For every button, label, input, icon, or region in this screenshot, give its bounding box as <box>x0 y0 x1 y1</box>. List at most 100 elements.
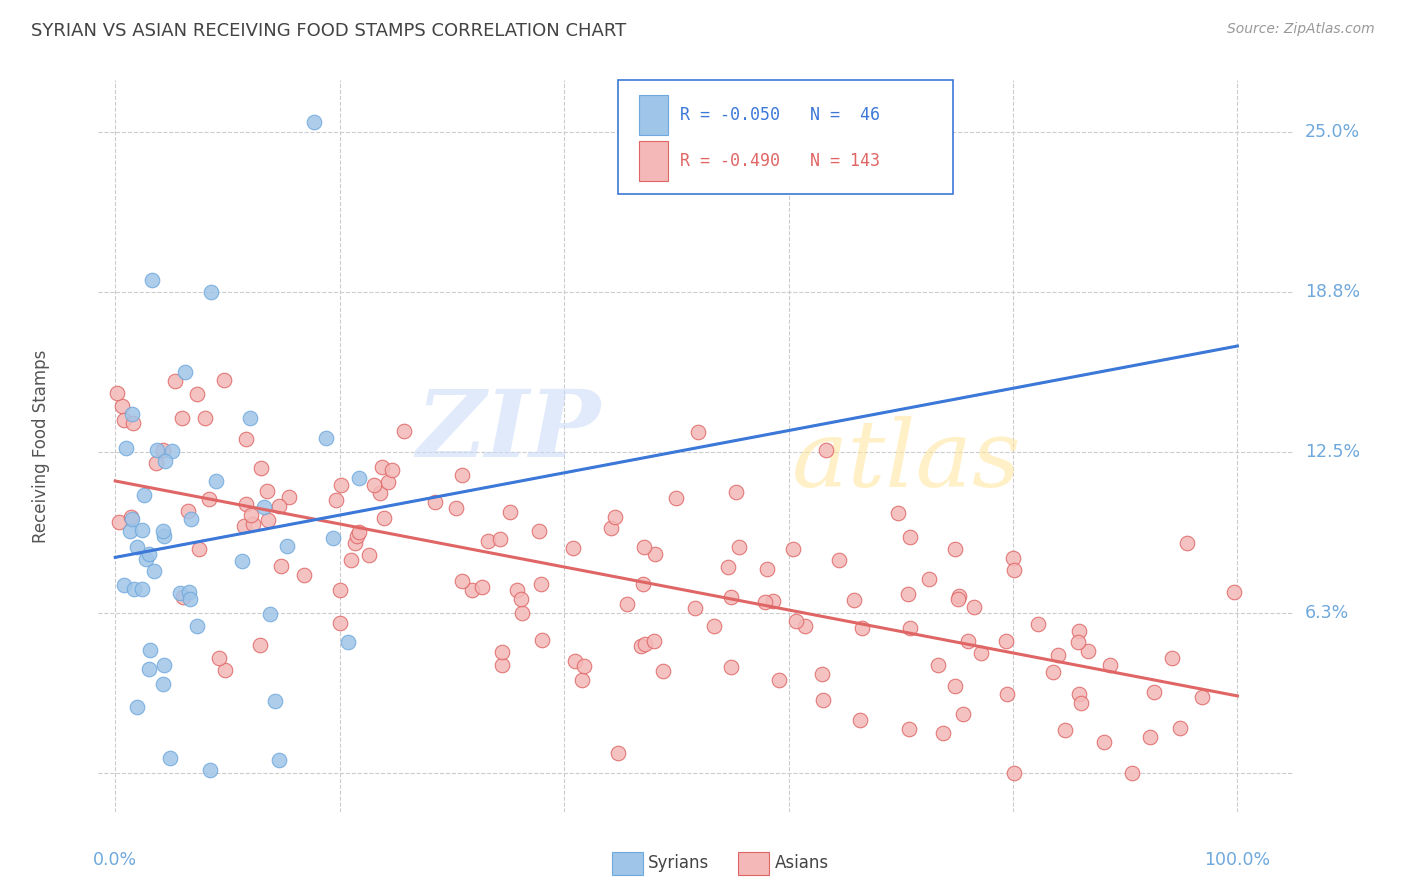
Point <box>325 493 347 508</box>
Point <box>239 411 262 425</box>
Point <box>643 634 665 648</box>
Point <box>509 591 531 606</box>
Point <box>212 373 235 387</box>
Point <box>179 592 201 607</box>
Point <box>125 699 148 714</box>
Text: 0.0%: 0.0% <box>93 851 138 869</box>
Point <box>250 460 273 475</box>
Point <box>725 484 748 499</box>
Point <box>105 385 128 400</box>
Point <box>357 548 380 562</box>
Text: atlas: atlas <box>792 416 1021 506</box>
Point <box>153 528 176 542</box>
Point <box>347 525 370 540</box>
Text: ZIP: ZIP <box>416 386 600 476</box>
Text: 12.5%: 12.5% <box>1305 443 1360 461</box>
Point <box>970 646 993 660</box>
Point <box>112 578 135 592</box>
Point <box>489 532 512 546</box>
Point <box>187 541 209 556</box>
Point <box>179 584 201 599</box>
Point <box>811 692 834 706</box>
Point <box>561 541 583 555</box>
Point <box>574 659 596 673</box>
Point <box>1070 696 1092 710</box>
Point <box>346 528 368 542</box>
Point <box>995 634 1018 648</box>
Point <box>253 500 276 514</box>
Point <box>1042 665 1064 679</box>
Point <box>347 470 370 484</box>
Point <box>131 582 153 596</box>
Point <box>794 619 817 633</box>
Point <box>756 562 779 576</box>
Point <box>152 676 174 690</box>
Point <box>115 441 138 455</box>
Point <box>605 510 627 524</box>
Point <box>170 411 193 425</box>
Point <box>1121 766 1143 780</box>
Point <box>898 621 921 635</box>
Point <box>1168 721 1191 735</box>
Point <box>381 463 404 477</box>
Point <box>120 524 142 539</box>
Point <box>631 577 654 591</box>
Point <box>423 495 446 509</box>
Point <box>152 442 174 457</box>
Point <box>943 680 966 694</box>
Point <box>131 523 153 537</box>
Point <box>264 694 287 708</box>
Point <box>138 662 160 676</box>
Point <box>142 565 165 579</box>
Point <box>214 663 236 677</box>
Point <box>952 706 974 721</box>
Point <box>683 601 706 615</box>
Point <box>322 532 344 546</box>
Point <box>898 531 921 545</box>
Point <box>956 633 979 648</box>
Point <box>132 488 155 502</box>
Point <box>728 541 751 555</box>
Point <box>946 591 969 606</box>
Point <box>1191 690 1213 705</box>
Point <box>122 416 145 430</box>
Point <box>141 273 163 287</box>
Point <box>373 510 395 524</box>
Point <box>159 751 181 765</box>
Point <box>340 553 363 567</box>
Point <box>499 505 522 519</box>
Point <box>1099 658 1122 673</box>
Point <box>145 456 167 470</box>
Point <box>200 285 222 299</box>
Point <box>173 365 195 379</box>
Point <box>139 642 162 657</box>
Point <box>943 542 966 557</box>
Point <box>153 658 176 673</box>
Point <box>1002 766 1025 780</box>
Point <box>1053 723 1076 738</box>
Point <box>630 639 652 653</box>
Point <box>204 474 226 488</box>
Point <box>828 553 851 567</box>
Text: Syrians: Syrians <box>648 855 710 872</box>
Point <box>336 634 359 648</box>
Point <box>231 554 253 568</box>
Point <box>208 650 231 665</box>
Point <box>815 442 838 457</box>
Point <box>510 607 533 621</box>
Point <box>111 399 134 413</box>
Point <box>392 425 415 439</box>
Point <box>269 753 291 767</box>
Text: Receiving Food Stamps: Receiving Food Stamps <box>32 350 51 542</box>
Point <box>995 687 1018 701</box>
Text: R = -0.490   N = 143: R = -0.490 N = 143 <box>681 152 880 169</box>
Bar <box>638 141 668 181</box>
Point <box>121 512 143 526</box>
Point <box>186 387 208 401</box>
Point <box>762 593 785 607</box>
Point <box>851 621 873 635</box>
Point <box>607 747 630 761</box>
Text: 18.8%: 18.8% <box>1305 283 1360 301</box>
FancyBboxPatch shape <box>619 80 953 194</box>
Point <box>785 614 807 628</box>
